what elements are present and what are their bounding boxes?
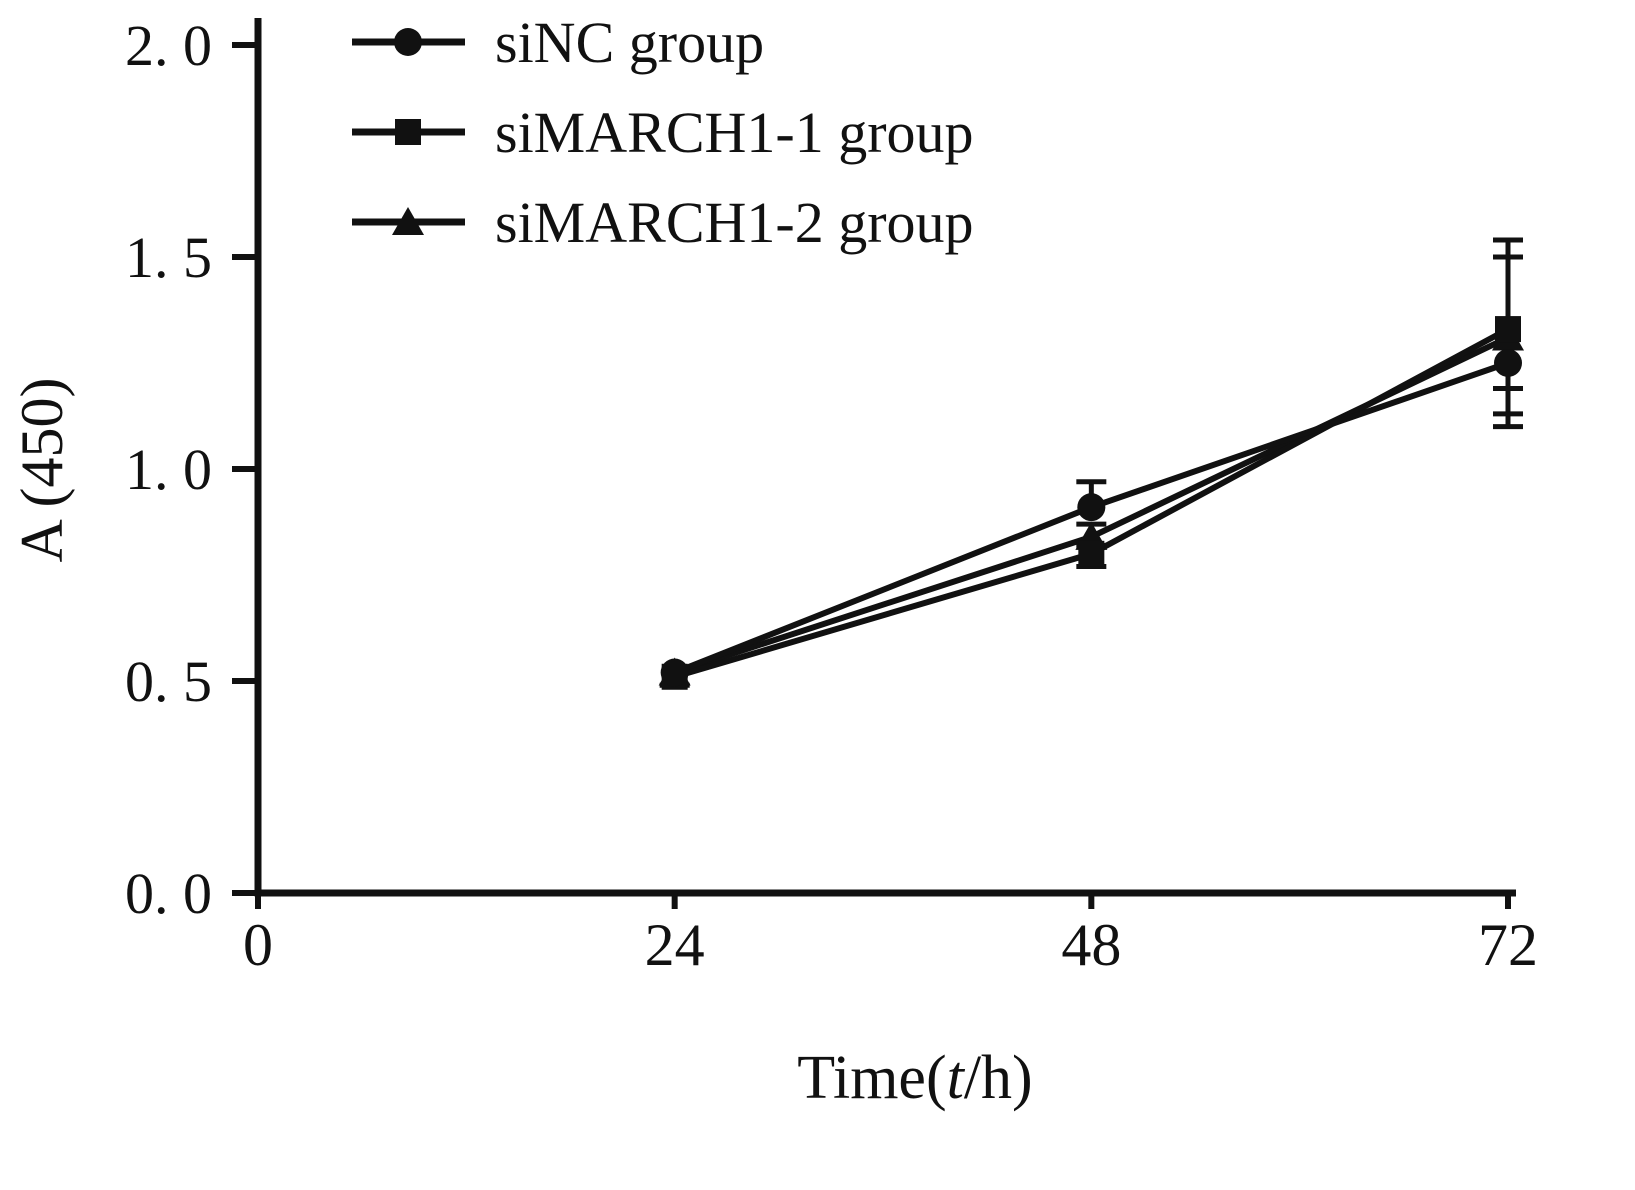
- legend-item: siNC group: [352, 10, 764, 75]
- x-axis-title-variable: t: [947, 1044, 966, 1112]
- marker-triangle-icon: [392, 207, 424, 235]
- series-simarch1-1-group: [659, 237, 1523, 690]
- y-tick-label: 1. 0: [125, 437, 212, 502]
- marker-square-icon: [395, 119, 421, 145]
- x-axis-title-text: Time(: [797, 1044, 946, 1112]
- series-simarch1-2-group: [658, 254, 1524, 686]
- y-tick-label: 2. 0: [125, 13, 212, 78]
- marker-square-icon: [1078, 540, 1105, 567]
- x-axis-title: Time(t/h): [797, 1044, 1032, 1112]
- plot-area: 0. 0 0. 5 1. 0 1. 5 2. 0 0 24 48 72 siNC group siM…: [125, 10, 1538, 978]
- marker-circle-icon: [1077, 493, 1106, 522]
- y-tick-label: 0. 0: [125, 861, 212, 926]
- legend-item: siMARCH1-2 group: [352, 190, 974, 255]
- legend-label: siMARCH1-2 group: [495, 190, 974, 255]
- x-tick-label: 72: [1478, 912, 1538, 978]
- y-axis-title: A (450): [9, 378, 75, 563]
- legend: siNC group siMARCH1-1 group siMARCH1-2 gro…: [352, 10, 974, 255]
- y-tick-label: 1. 5: [125, 225, 212, 290]
- legend-label: siMARCH1-1 group: [495, 100, 974, 165]
- marker-circle-icon: [660, 658, 689, 687]
- series-sinc-group: [660, 349, 1523, 687]
- marker-circle-icon: [1494, 349, 1522, 377]
- legend-item: siMARCH1-1 group: [352, 100, 974, 165]
- x-tick-label: 0: [243, 912, 273, 978]
- x-tick-label: 24: [645, 912, 705, 978]
- legend-label: siNC group: [495, 10, 764, 75]
- marker-square-icon: [1495, 316, 1521, 343]
- x-tick-label: 48: [1061, 912, 1121, 978]
- x-axis-title-text: /h): [964, 1044, 1033, 1112]
- axes: 0. 0 0. 5 1. 0 1. 5 2. 0 0 24 48 72: [125, 13, 1538, 978]
- y-tick-label: 0. 5: [125, 649, 212, 714]
- marker-circle-icon: [394, 28, 422, 56]
